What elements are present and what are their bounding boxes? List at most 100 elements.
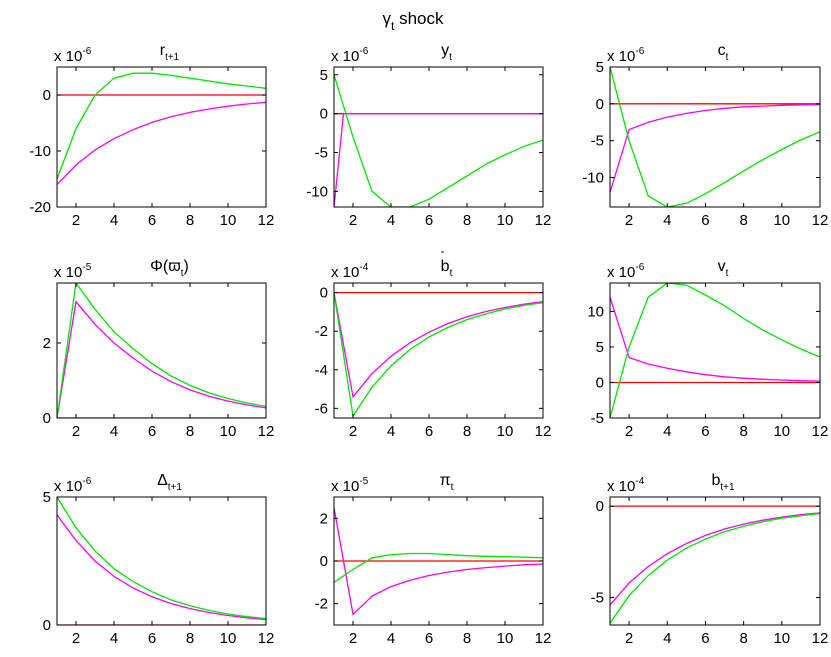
y-tick-label: -4 [315, 362, 328, 379]
y-tick-label: -5 [591, 133, 604, 150]
figure-title-text: shock [394, 9, 444, 28]
axis-multiplier: x 10-4 [607, 476, 645, 495]
chart-panel-5: 2 4 6 8 10 12 -6 -4 -2 0x 10-4 bt- [315, 244, 552, 440]
x-tick-label: 4 [663, 630, 671, 647]
y-tick-label: -2 [315, 596, 328, 613]
y-tick-label: -10 [582, 170, 604, 187]
chart-panel-3: 2 4 6 8 10 12 -10 -5 0 5x 10-6 ct [582, 42, 828, 229]
chart-panel-4: 2 4 6 8 10 12 0 2 x 10-5 Φ(ϖt) [43, 258, 275, 440]
x-tick-label: 2 [349, 212, 357, 229]
axis-multiplier: x 10-6 [607, 46, 645, 65]
series-group [334, 507, 543, 616]
series-line-green [334, 552, 543, 583]
chart-panel-7: 2 4 6 8 10 12 0 5x 10-6 Δt+1 [43, 472, 275, 647]
x-tick-label: 4 [110, 423, 118, 440]
x-tick-label: 6 [148, 212, 156, 229]
x-tick-label: 8 [463, 212, 471, 229]
x-tick-label: 6 [701, 423, 709, 440]
series-line-green [57, 72, 266, 180]
series-group [610, 283, 820, 418]
x-tick-label: 8 [739, 423, 747, 440]
panel-title: πt [440, 472, 454, 493]
x-tick-label: 10 [220, 423, 237, 440]
figure-title-subscript: t [391, 19, 395, 33]
x-tick-label: 12 [535, 423, 552, 440]
axis-multiplier: x 10-6 [54, 476, 92, 495]
x-tick-label: 12 [535, 630, 552, 647]
series-line-green [610, 67, 820, 207]
series-group [57, 72, 266, 186]
y-tick-label: 0 [320, 285, 328, 302]
x-tick-label: 8 [739, 212, 747, 229]
series-line-magenta [334, 507, 543, 616]
x-tick-label: 2 [72, 630, 80, 647]
panel-title: bt [441, 258, 453, 279]
y-tick-label: -5 [591, 590, 604, 607]
y-tick-label: 0 [596, 96, 604, 113]
figure-title-symbol: γ [383, 9, 392, 28]
chart-panel-6: 2 4 6 8 10 12 -5 0 5 10 x 10-6 vt [587, 258, 828, 440]
y-tick-label: 0 [596, 374, 604, 391]
y-tick-label: -10 [306, 183, 328, 200]
y-tick-label: 2 [43, 335, 51, 352]
x-tick-label: 4 [663, 212, 671, 229]
y-tick-label: -2 [315, 323, 328, 340]
x-tick-label: 10 [220, 212, 237, 229]
series-group [610, 505, 820, 624]
series-line-green [334, 292, 543, 418]
series-line-magenta [610, 512, 820, 606]
series-line-green [57, 283, 266, 418]
series-line-green [57, 497, 266, 620]
series-group [57, 497, 266, 625]
series-line-green [334, 74, 543, 207]
x-tick-label: 2 [72, 423, 80, 440]
plot-frame [609, 66, 821, 208]
figure-title: γt shock [383, 9, 444, 33]
series-line-magenta [610, 103, 820, 193]
y-tick-label: 0 [596, 498, 604, 515]
y-tick-label: 5 [43, 489, 51, 506]
x-tick-label: 8 [463, 630, 471, 647]
panel-title: vt [718, 258, 729, 279]
x-tick-label: 6 [148, 423, 156, 440]
x-tick-label: 4 [387, 630, 395, 647]
series-line-magenta [334, 292, 543, 399]
x-tick-label: 8 [186, 212, 194, 229]
series-line-magenta [57, 300, 266, 418]
x-tick-label: 6 [425, 212, 433, 229]
x-tick-label: 2 [349, 423, 357, 440]
x-tick-label: 10 [497, 423, 514, 440]
panel-title-bar: - [441, 244, 445, 258]
x-tick-label: 4 [387, 212, 395, 229]
x-tick-label: 6 [425, 423, 433, 440]
y-tick-label: 10 [587, 303, 604, 320]
x-tick-label: 8 [186, 630, 194, 647]
y-tick-label: 0 [43, 410, 51, 427]
x-tick-label: 4 [663, 423, 671, 440]
x-tick-label: 6 [425, 630, 433, 647]
x-tick-label: 6 [148, 630, 156, 647]
x-tick-label: 8 [186, 423, 194, 440]
chart-panel-2: 2 4 6 8 10 12 -10 -5 0 5x 10-6 yt [306, 42, 551, 229]
x-tick-label: 4 [110, 630, 118, 647]
panel-title: ct [718, 42, 729, 63]
x-tick-label: 10 [773, 423, 790, 440]
x-tick-label: 12 [258, 423, 275, 440]
plot-frame [333, 282, 544, 419]
x-tick-label: 2 [625, 630, 633, 647]
y-tick-label: 0 [43, 87, 51, 104]
chart-panel-1: 2 4 6 8 10 12 -20 -10 0 x 10-6 rt+1 [29, 42, 274, 229]
x-tick-label: 12 [258, 212, 275, 229]
panel-title: bt+1 [711, 472, 735, 493]
x-tick-label: 6 [701, 630, 709, 647]
axis-multiplier: x 10-6 [54, 46, 92, 65]
axis-multiplier: x 10-4 [331, 262, 369, 281]
chart-panel-9: 2 4 6 8 10 12 -5 0x 10-4 bt+1 [591, 472, 829, 647]
y-tick-label: -20 [29, 199, 51, 216]
y-tick-label: -5 [315, 145, 328, 162]
y-tick-label: 2 [320, 510, 328, 527]
series-line-magenta [57, 514, 266, 621]
